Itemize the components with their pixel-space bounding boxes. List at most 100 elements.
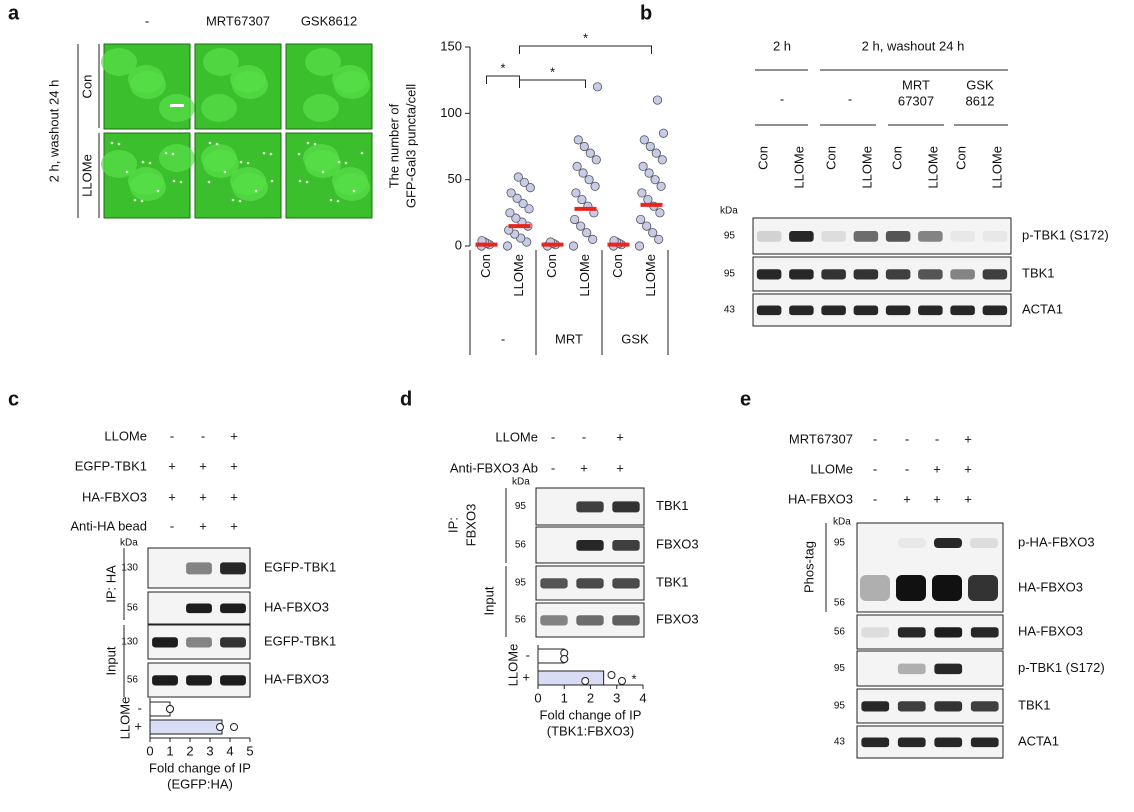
kda-marker: 56 [515, 540, 527, 551]
data-point [511, 213, 521, 223]
condition-sign: - [201, 428, 205, 443]
condition-sign: - [551, 429, 555, 444]
condition-sign: + [199, 518, 207, 533]
header: 2 h [773, 38, 791, 53]
condition-name: LLOMe [104, 428, 147, 443]
puncta [306, 141, 310, 145]
band [821, 230, 846, 242]
x-tick-label: 2 [186, 743, 193, 758]
puncta [133, 198, 137, 202]
band [885, 269, 911, 280]
condition-sign: - [873, 491, 877, 506]
band [540, 615, 568, 626]
band [612, 615, 640, 626]
significance-label: * [500, 60, 505, 75]
band [918, 269, 943, 280]
condition-sign: + [616, 460, 624, 475]
x-tick-label: 4 [639, 690, 646, 705]
lane-label: LLOMe [859, 146, 874, 189]
band [540, 578, 568, 589]
condition-name: Anti-HA bead [70, 518, 147, 533]
band [789, 269, 814, 280]
blot-label: ACTA1 [1018, 733, 1059, 748]
band [950, 230, 975, 242]
group-label: GSK [621, 331, 649, 346]
condition-sign: - [873, 431, 877, 446]
band [934, 737, 963, 748]
band [982, 305, 1008, 316]
band [789, 230, 814, 242]
cell [101, 48, 137, 76]
cell [128, 65, 164, 93]
puncta [110, 141, 114, 145]
data-point [505, 208, 515, 218]
panel-label: d [400, 388, 412, 410]
data-point [658, 128, 669, 138]
cell [128, 167, 164, 195]
cell [303, 144, 339, 172]
band [970, 701, 999, 712]
data-point [636, 214, 646, 225]
data-point [216, 723, 224, 731]
band [932, 575, 962, 601]
band [186, 675, 212, 686]
lane-label: Con [953, 146, 968, 170]
y-tick-label: 150 [440, 38, 462, 53]
data-point [639, 135, 649, 145]
kda-marker: 56 [834, 627, 846, 638]
blot-label: FBXO3 [656, 536, 699, 551]
puncta [171, 152, 175, 156]
blot-label: TBK1 [656, 498, 689, 513]
data-point [656, 181, 666, 191]
condition-sign: + [616, 429, 624, 444]
data-point [525, 183, 535, 193]
data-point [637, 188, 647, 198]
y-axis-label: GFP-Gal3 puncta/cell [403, 84, 418, 208]
x-tick-label: 5 [246, 743, 253, 758]
puncta [207, 180, 211, 184]
kda-marker: 130 [121, 637, 138, 648]
blot-label: EGFP-TBK1 [264, 559, 336, 574]
data-point [573, 135, 583, 145]
panel-label: c [8, 388, 19, 410]
condition-name: HA-FBXO3 [788, 491, 853, 506]
x-tick-label: Con [478, 254, 493, 278]
puncta [270, 179, 274, 183]
puncta [262, 151, 266, 155]
cell [159, 94, 195, 122]
band [861, 701, 890, 712]
data-point [518, 198, 528, 209]
band [861, 737, 890, 748]
data-point [645, 141, 655, 152]
data-point [657, 155, 667, 165]
block-label: Input [103, 646, 118, 675]
x-axis-label: Fold change of IP [149, 760, 251, 775]
puncta [156, 189, 160, 193]
y-tick-label: 0 [455, 237, 462, 252]
column-label: MRT67307 [206, 13, 270, 28]
condition-sign: + [903, 491, 911, 506]
significance-label: * [550, 64, 555, 79]
band [982, 269, 1008, 280]
band [950, 269, 975, 280]
band [756, 230, 782, 242]
cell [332, 167, 368, 195]
band [897, 627, 926, 638]
treatment: MRT [902, 77, 930, 92]
western-blot [856, 650, 1004, 687]
cell [230, 65, 266, 93]
data-point [576, 221, 586, 231]
band [612, 501, 640, 513]
data-point [571, 188, 581, 198]
cell [303, 94, 339, 122]
data-point [655, 208, 665, 218]
condition-sign: - [582, 429, 586, 444]
blot-label: FBXO3 [656, 611, 699, 626]
band [576, 501, 604, 513]
band [897, 737, 926, 748]
data-point [513, 172, 523, 182]
data-point [568, 241, 579, 251]
kda-marker: 56 [127, 603, 139, 614]
cell [230, 167, 266, 195]
condition-label: 2 h, washout 24 h [46, 80, 61, 183]
